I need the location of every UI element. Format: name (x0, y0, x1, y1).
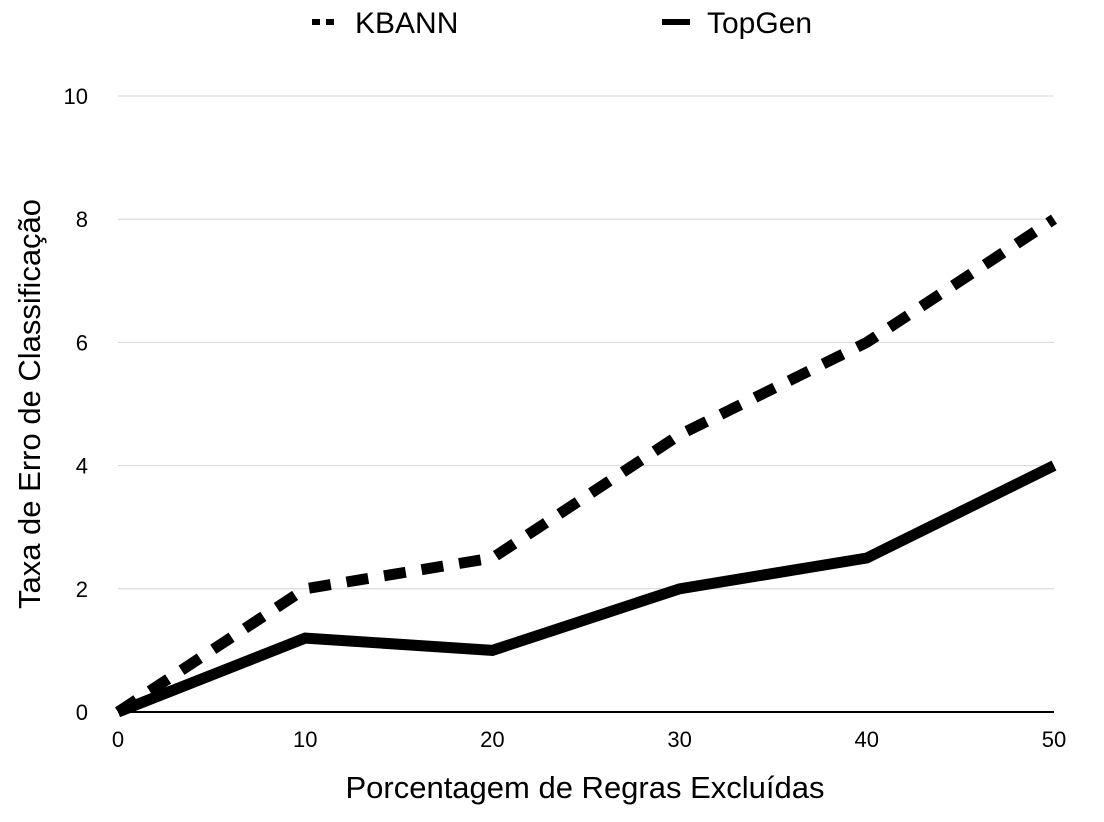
series-layer (114, 214, 1058, 718)
y-tick-label: 0 (76, 700, 88, 725)
x-axis-title: Porcentagem de Regras Excluídas (345, 770, 824, 805)
x-tick-label: 20 (480, 727, 504, 752)
legend: KBANN TopGen (312, 7, 812, 40)
y-tick-label: 8 (76, 207, 88, 232)
grid (118, 95, 1054, 590)
x-tick-label: 0 (112, 727, 124, 752)
y-tick-label: 2 (76, 577, 88, 602)
x-tick-label: 50 (1042, 727, 1066, 752)
y-tick-label: 4 (76, 454, 88, 479)
y-tick-label: 10 (64, 84, 88, 109)
y-axis-ticks: 0 2 4 6 8 10 (64, 84, 88, 725)
y-axis-title: Taxa de Erro de Classificação (12, 199, 47, 609)
series-line-topgen (115, 460, 1057, 718)
series-line-kbann (114, 214, 1058, 717)
legend-label-topgen: TopGen (707, 7, 812, 40)
x-tick-label: 40 (855, 727, 879, 752)
x-tick-label: 30 (667, 727, 691, 752)
legend-label-kbann: KBANN (355, 7, 458, 40)
y-tick-label: 6 (76, 330, 88, 355)
x-tick-label: 10 (293, 727, 317, 752)
x-axis-ticks: 0 10 20 30 40 50 (112, 727, 1066, 752)
